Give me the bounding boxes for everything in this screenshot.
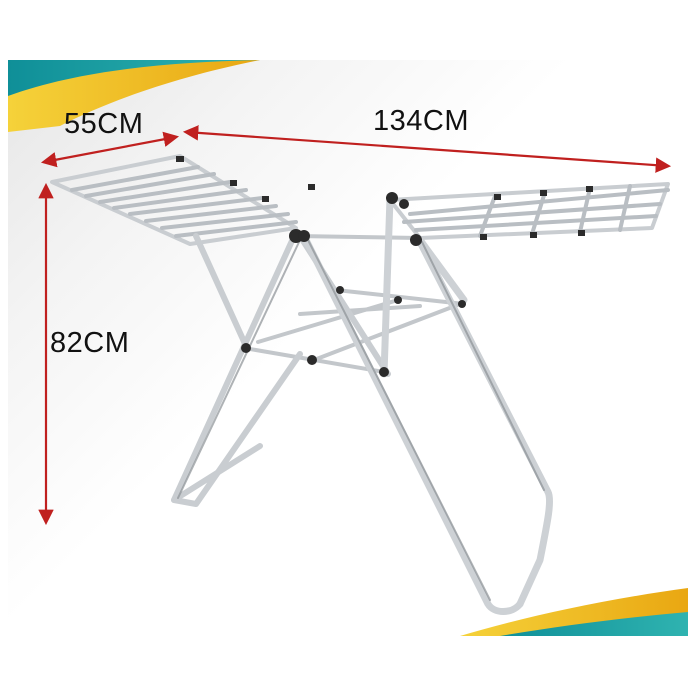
width-arrow — [40, 131, 180, 168]
length-arrow — [182, 125, 672, 173]
length-dimension-label: 134CM — [373, 105, 469, 137]
dimension-arrows — [38, 125, 672, 526]
bottom-right-color-band — [460, 588, 688, 636]
height-dimension-label: 82CM — [50, 327, 130, 359]
drying-rack-frame — [50, 154, 670, 615]
width-dimension-label: 55CM — [64, 108, 144, 140]
joint-connectors — [176, 156, 593, 377]
top-left-color-band — [8, 60, 260, 132]
